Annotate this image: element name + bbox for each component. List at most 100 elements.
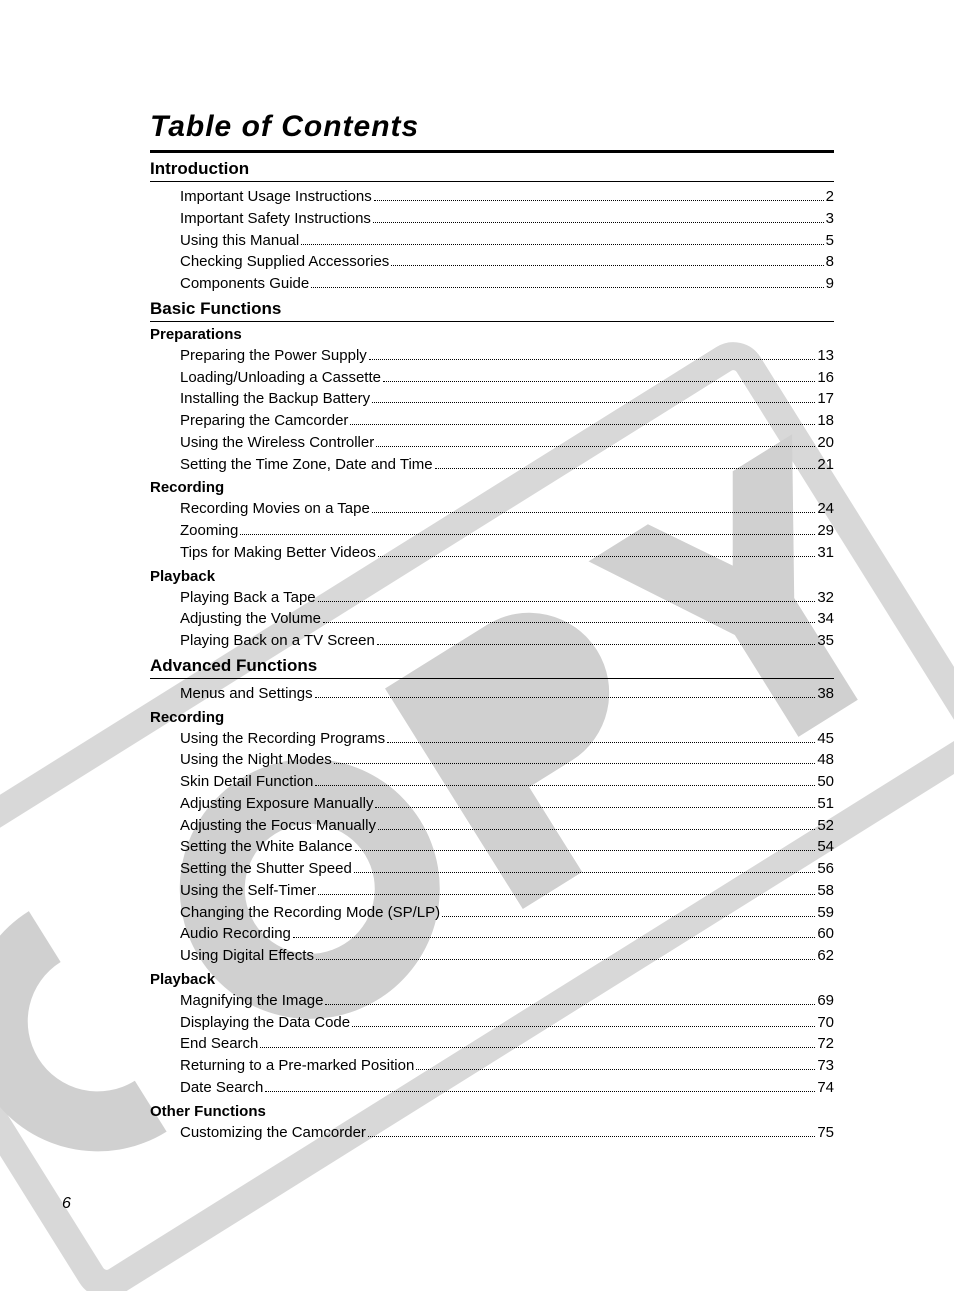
toc-entry-label: Audio Recording <box>180 923 291 945</box>
toc-leader-dots <box>355 850 816 851</box>
toc-entry[interactable]: Tips for Making Better Videos31 <box>180 542 834 564</box>
toc-entry[interactable]: Adjusting Exposure Manually51 <box>180 793 834 815</box>
toc-entry-page: 32 <box>817 587 834 609</box>
toc-leader-dots <box>354 872 816 873</box>
toc-entry[interactable]: Checking Supplied Accessories 8 <box>180 251 834 273</box>
toc-entry-label: Setting the Time Zone, Date and Time <box>180 454 433 476</box>
section-heading: Introduction <box>150 159 834 182</box>
toc-entry[interactable]: Adjusting the Volume 34 <box>180 608 834 630</box>
toc-entry-label: End Search <box>180 1033 258 1055</box>
toc-entry-label: Installing the Backup Battery <box>180 388 370 410</box>
toc-entry-label: Loading/Unloading a Cassette <box>180 367 381 389</box>
toc-leader-dots <box>265 1091 815 1092</box>
toc-list: Using the Recording Programs45Using the … <box>150 728 834 967</box>
toc-entry[interactable]: Customizing the Camcorder75 <box>180 1122 834 1144</box>
toc-entry-page: 13 <box>817 345 834 367</box>
toc-entry[interactable]: Using the Wireless Controller20 <box>180 432 834 454</box>
toc-page-content: Table of Contents Introduction Important … <box>0 0 954 1143</box>
toc-entry-page: 48 <box>817 749 834 771</box>
toc-entry[interactable]: Preparing the Power Supply13 <box>180 345 834 367</box>
toc-entry[interactable]: End Search 72 <box>180 1033 834 1055</box>
toc-entry[interactable]: Playing Back on a TV Screen35 <box>180 630 834 652</box>
toc-entry-page: 17 <box>817 388 834 410</box>
toc-entry-label: Checking Supplied Accessories <box>180 251 389 273</box>
toc-entry[interactable]: Setting the White Balance54 <box>180 836 834 858</box>
page-title: Table of Contents <box>150 110 834 153</box>
toc-entry-label: Using the Wireless Controller <box>180 432 374 454</box>
toc-leader-dots <box>352 1026 815 1027</box>
toc-entry-label: Recording Movies on a Tape <box>180 498 370 520</box>
toc-leader-dots <box>374 200 824 201</box>
toc-entry[interactable]: Magnifying the Image69 <box>180 990 834 1012</box>
sub-heading: Other Functions <box>150 1103 834 1120</box>
toc-entry[interactable]: Using this Manual5 <box>180 230 834 252</box>
toc-leader-dots <box>376 446 815 447</box>
toc-entry-label: Adjusting the Volume <box>180 608 321 630</box>
toc-leader-dots <box>442 916 815 917</box>
toc-entry[interactable]: Menus and Settings38 <box>180 683 834 705</box>
toc-entry[interactable]: Setting the Time Zone, Date and Time21 <box>180 454 834 476</box>
toc-entry[interactable]: Important Safety Instructions3 <box>180 208 834 230</box>
toc-entry[interactable]: Important Usage Instructions 2 <box>180 186 834 208</box>
toc-entry-label: Zooming <box>180 520 238 542</box>
sub-heading: Preparations <box>150 326 834 343</box>
toc-root: Introduction Important Usage Instructions… <box>150 159 834 1143</box>
toc-leader-dots <box>416 1069 815 1070</box>
toc-entry[interactable]: Zooming29 <box>180 520 834 542</box>
toc-entry-label: Setting the Shutter Speed <box>180 858 352 880</box>
toc-entry-page: 62 <box>817 945 834 967</box>
toc-leader-dots <box>318 601 816 602</box>
toc-entry[interactable]: Using the Night Modes48 <box>180 749 834 771</box>
toc-entry[interactable]: Adjusting the Focus Manually52 <box>180 815 834 837</box>
toc-leader-dots <box>387 742 815 743</box>
toc-entry[interactable]: Changing the Recording Mode (SP/LP) 59 <box>180 902 834 924</box>
toc-leader-dots <box>301 244 823 245</box>
toc-leader-dots <box>375 807 815 808</box>
toc-entry[interactable]: Playing Back a Tape32 <box>180 587 834 609</box>
toc-entry-label: Adjusting Exposure Manually <box>180 793 373 815</box>
toc-leader-dots <box>373 222 824 223</box>
toc-leader-dots <box>391 265 823 266</box>
toc-entry[interactable]: Setting the Shutter Speed56 <box>180 858 834 880</box>
toc-entry-label: Preparing the Camcorder <box>180 410 348 432</box>
toc-entry-label: Changing the Recording Mode (SP/LP) <box>180 902 440 924</box>
toc-entry-label: Returning to a Pre-marked Position <box>180 1055 414 1077</box>
toc-leader-dots <box>315 785 815 786</box>
toc-leader-dots <box>350 424 815 425</box>
toc-entry[interactable]: Loading/Unloading a Cassette 16 <box>180 367 834 389</box>
toc-entry-page: 18 <box>817 410 834 432</box>
toc-entry-page: 59 <box>817 902 834 924</box>
toc-entry-label: Important Usage Instructions <box>180 186 372 208</box>
toc-leader-dots <box>293 937 815 938</box>
toc-entry-page: 34 <box>817 608 834 630</box>
toc-entry[interactable]: Components Guide9 <box>180 273 834 295</box>
toc-entry[interactable]: Recording Movies on a Tape24 <box>180 498 834 520</box>
toc-entry[interactable]: Displaying the Data Code70 <box>180 1012 834 1034</box>
toc-entry-page: 73 <box>817 1055 834 1077</box>
toc-entry-page: 69 <box>817 990 834 1012</box>
toc-entry-label: Menus and Settings <box>180 683 313 705</box>
toc-entry[interactable]: Audio Recording60 <box>180 923 834 945</box>
toc-entry[interactable]: Returning to a Pre-marked Position 73 <box>180 1055 834 1077</box>
toc-entry[interactable]: Installing the Backup Battery 17 <box>180 388 834 410</box>
toc-entry[interactable]: Skin Detail Function50 <box>180 771 834 793</box>
toc-leader-dots <box>318 894 815 895</box>
toc-leader-dots <box>372 402 815 403</box>
toc-entry[interactable]: Using the Self-Timer58 <box>180 880 834 902</box>
toc-leader-dots <box>369 359 816 360</box>
toc-entry-page: 2 <box>826 186 834 208</box>
toc-entry-page: 16 <box>817 367 834 389</box>
toc-entry[interactable]: Preparing the Camcorder 18 <box>180 410 834 432</box>
page-number: 6 <box>62 1195 71 1213</box>
toc-entry-page: 8 <box>826 251 834 273</box>
toc-leader-dots <box>383 381 815 382</box>
toc-entry-label: Customizing the Camcorder <box>180 1122 366 1144</box>
toc-entry-page: 72 <box>817 1033 834 1055</box>
toc-entry[interactable]: Using the Recording Programs45 <box>180 728 834 750</box>
toc-entry-page: 70 <box>817 1012 834 1034</box>
toc-entry[interactable]: Date Search74 <box>180 1077 834 1099</box>
section-heading: Advanced Functions <box>150 656 834 679</box>
section-heading: Basic Functions <box>150 299 834 322</box>
toc-entry[interactable]: Using Digital Effects62 <box>180 945 834 967</box>
toc-leader-dots <box>378 829 815 830</box>
